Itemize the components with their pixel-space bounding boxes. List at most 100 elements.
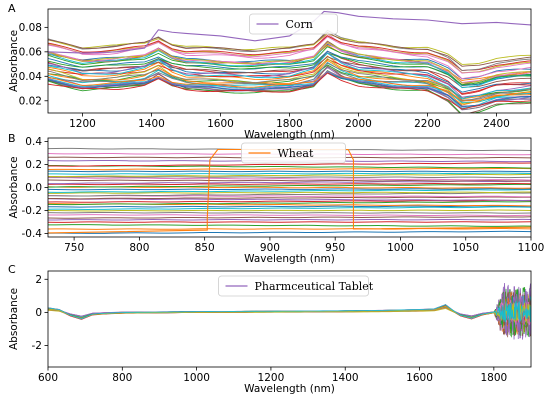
- x-tick-label: 1800: [276, 118, 303, 130]
- spectrum-line: [48, 216, 531, 219]
- legend-box: [241, 142, 346, 164]
- spectrum-line: [48, 218, 531, 221]
- highlight-spectrum-line: [48, 148, 531, 234]
- x-tick-label: 1400: [138, 118, 165, 130]
- panel-c: 600 800 1000 1200 1400 1600 1800 -2 0 2 Wavelength…: [8, 263, 532, 395]
- spectrum-line: [48, 228, 531, 230]
- x-tick-label: 2000: [345, 118, 372, 130]
- spectrum-line: [48, 179, 531, 182]
- x-tick-label: 1600: [406, 372, 433, 384]
- spectrum-line: [48, 52, 531, 98]
- x-tick-label: 1200: [258, 372, 285, 384]
- spectrum-line: [48, 52, 531, 86]
- y-tick-label: 0: [35, 307, 42, 319]
- y-tick-label: 2: [35, 274, 42, 286]
- spectrum-line: [48, 172, 531, 175]
- x-tick-label: 600: [38, 372, 58, 384]
- spectrum-line: [48, 182, 531, 186]
- x-tick-label: 2400: [483, 118, 510, 130]
- spectrum-line: [48, 31, 531, 67]
- spectrum-line: [48, 177, 531, 181]
- x-tick-label: 1400: [332, 372, 359, 384]
- spectrum-line: [48, 72, 531, 110]
- x-tick-label: 850: [195, 242, 215, 254]
- panel-b-y-axis-label: Absorbance: [8, 156, 20, 218]
- y-tick-label: 0.02: [19, 95, 42, 107]
- spectrum-line: [48, 62, 531, 101]
- spectrum-line: [48, 52, 531, 100]
- panel-c-x-axis-label: Wavelength (nm): [244, 383, 335, 395]
- spectrum-line: [48, 176, 531, 179]
- panel-c-y-axis-label: Absorbance: [8, 288, 20, 350]
- legend-label: Corn: [286, 18, 313, 31]
- y-tick-label: -0.4: [22, 228, 43, 240]
- spectrum-line: [48, 191, 531, 194]
- spectrum-line: [48, 70, 531, 111]
- spectrum-line: [48, 46, 531, 86]
- spectrum-line: [48, 188, 531, 191]
- panel-a: 1200 1400 1600 1800 2000 2200 2400 0.02 0.04 0.06…: [8, 2, 532, 141]
- spectrum-line: [48, 36, 531, 74]
- spectrum-line: [48, 42, 531, 84]
- spectrum-line: [48, 205, 531, 208]
- x-tick-label: 800: [129, 242, 149, 254]
- x-tick-label: 900: [260, 242, 280, 254]
- panel-c-letter: C: [8, 263, 16, 276]
- spectrum-line: [48, 300, 531, 324]
- spectrum-line: [48, 192, 531, 197]
- x-tick-label: 1000: [387, 242, 414, 254]
- spectrum-line: [48, 224, 531, 227]
- spectrum-line: [48, 42, 531, 89]
- spectrum-line: [48, 201, 531, 206]
- y-tick-label: 0.0: [25, 182, 42, 194]
- x-tick-label: 1600: [207, 118, 234, 130]
- spectrum-line: [48, 302, 531, 323]
- spectrum-line: [48, 167, 531, 171]
- x-tick-label: 2200: [414, 118, 441, 130]
- x-tick-label: 950: [325, 242, 345, 254]
- spectrum-line: [48, 173, 531, 178]
- panel-b-x-axis-label: Wavelength (nm): [244, 253, 335, 265]
- spectrum-line: [48, 209, 531, 212]
- spectrum-line: [48, 199, 531, 203]
- panel-a-series: [48, 10, 531, 113]
- spectrum-line: [48, 198, 531, 201]
- spectrum-line: [48, 35, 531, 72]
- y-tick-label: 0.08: [19, 22, 42, 34]
- spectrum-line: [48, 70, 531, 113]
- spectrum-line: [48, 196, 531, 200]
- spectrum-line: [48, 170, 531, 173]
- x-tick-label: 1800: [480, 372, 507, 384]
- spectrum-line: [48, 56, 531, 88]
- x-tick-label: 1000: [183, 372, 210, 384]
- spectrum-line: [48, 35, 531, 74]
- spectrum-line: [48, 41, 531, 84]
- spectrum-line: [48, 72, 531, 107]
- y-tick-label: 0.06: [19, 46, 43, 58]
- legend-box: [218, 275, 369, 297]
- panel-a-y-axis-label: Absorbance: [8, 30, 20, 92]
- spectrum-line: [48, 72, 531, 103]
- x-tick-label: 1100: [518, 242, 545, 254]
- spectrum-line: [48, 214, 531, 217]
- y-tick-label: -2: [32, 340, 42, 352]
- legend-box: [249, 13, 338, 35]
- panel-a-letter: A: [8, 2, 16, 15]
- panel-b: 750 800 850 900 950 1000 1050 1100 -0.4 -0.2 0.0 0.…: [8, 132, 544, 265]
- panel-c-legend: Pharmceutical Tablet: [218, 275, 374, 297]
- legend-label: Pharmceutical Tablet: [255, 280, 374, 293]
- spectrum-line: [48, 162, 531, 167]
- legend-label: Wheat: [278, 147, 314, 160]
- spectrum-line: [48, 189, 531, 193]
- x-tick-label: 750: [64, 242, 84, 254]
- panel-c-axes-frame: [47, 270, 532, 368]
- spectrum-line: [48, 59, 531, 106]
- x-tick-label: 1200: [69, 118, 96, 130]
- panel-c-series: [48, 282, 531, 340]
- panel-b-series: [48, 147, 531, 234]
- panel-b-legend: Wheat: [241, 142, 346, 164]
- x-tick-label: 800: [112, 372, 132, 384]
- y-tick-label: -0.2: [22, 205, 43, 217]
- panel-b-letter: B: [8, 132, 16, 145]
